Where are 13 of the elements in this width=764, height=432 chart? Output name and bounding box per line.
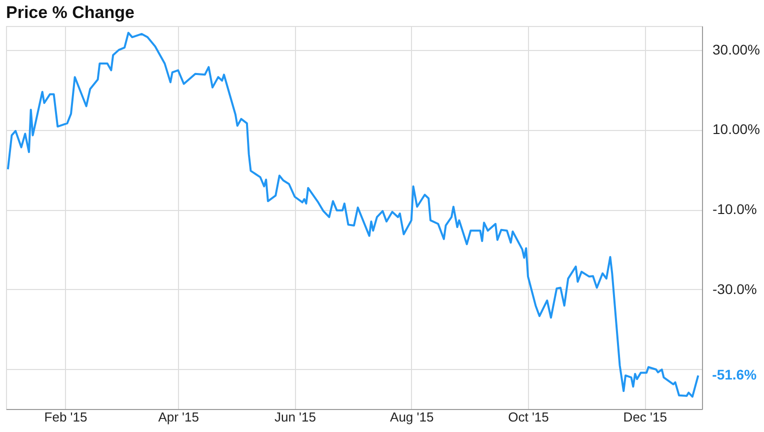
x-tick-label: Feb '15: [44, 410, 88, 424]
x-tick-label: Aug '15: [390, 410, 434, 424]
x-tick-label: Dec '15: [623, 410, 667, 424]
annotation: -51.6%: [712, 366, 758, 382]
chart-title: Price % Change: [6, 3, 134, 22]
line-series: [6, 32, 700, 398]
y-tick-label: -10.0%: [712, 201, 757, 218]
y-tick-label: 10.00%: [712, 121, 760, 138]
x-tick-label: Apr '15: [158, 410, 199, 424]
y-tick-label: 30.00%: [712, 41, 760, 58]
y-tick-label: -30.0%: [712, 280, 757, 297]
x-tick-label: Oct '15: [508, 410, 549, 424]
x-tick-label: Jun '15: [274, 410, 316, 424]
